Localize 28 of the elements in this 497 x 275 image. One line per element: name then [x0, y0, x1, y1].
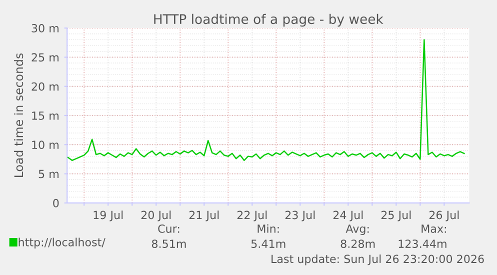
x-tick-label: 22 Jul: [237, 210, 267, 222]
x-tick-label: 19 Jul: [94, 210, 123, 222]
y-tick-label: 5 m: [38, 170, 59, 178]
text: Last update: Sun Jul 26 23:20:00 2026: [272, 254, 484, 266]
y-tick-label: 25 m: [32, 53, 59, 62]
x-tick-label: 20 Jul: [141, 210, 171, 222]
y-tick-label: 15 m: [32, 112, 59, 120]
y-tick-label: 30 m: [32, 24, 59, 32]
text: Avg:: [346, 224, 369, 235]
x-tick-label: 21 Jul: [189, 210, 219, 222]
text: Cur:: [158, 224, 180, 233]
legend-label: http://localhost/: [18, 238, 106, 248]
text: 8.51m: [152, 240, 186, 248]
x-tick-label: 26 Jul: [429, 210, 459, 222]
y-axis-title: Load time in seconds: [14, 53, 24, 177]
text: 8.28m: [340, 240, 375, 248]
line-series: [67, 39, 465, 162]
x-tick-label: 23 Jul: [285, 210, 315, 222]
y-tick-label: 20 m: [32, 82, 59, 91]
text: Max:: [422, 224, 446, 233]
y-tick-label: 10 m: [32, 140, 59, 150]
x-tick-label: 25 Jul: [381, 210, 411, 222]
text: 5.41m: [251, 240, 286, 248]
chart-title: HTTP loadtime of a page - by week: [154, 14, 384, 27]
y-tick-label: 0: [53, 198, 59, 208]
x-tick-label: 24 Jul: [333, 210, 363, 222]
text: Min:: [258, 224, 279, 233]
text: 123.44m: [398, 240, 446, 248]
